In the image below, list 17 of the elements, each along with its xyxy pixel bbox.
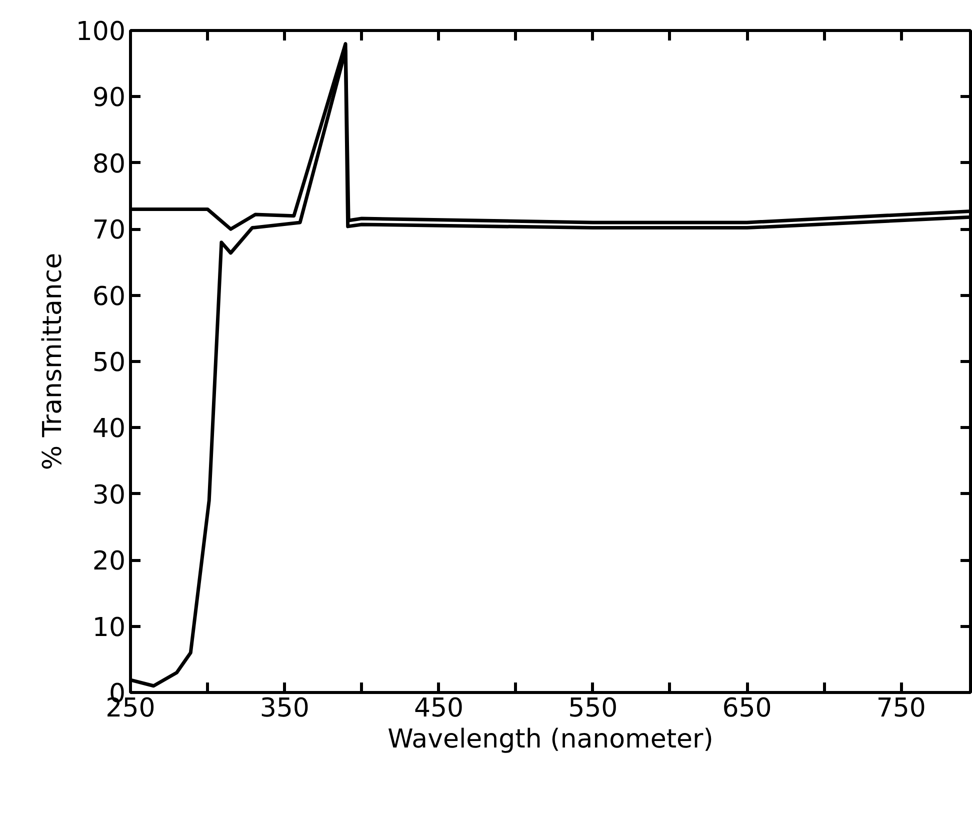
y-tick-label: 60: [92, 282, 126, 312]
y-tick-label: 90: [92, 83, 126, 114]
y-tick-label: 100: [76, 17, 126, 47]
y-tick-label: 40: [92, 414, 126, 444]
y-tick-label: 20: [92, 546, 126, 577]
x-tick-label: 750: [876, 694, 926, 724]
y-tick-label: 70: [92, 216, 126, 246]
x-axis-title: Wavelength (nanometer): [388, 724, 714, 754]
x-tick-label: 650: [722, 694, 772, 724]
y-tick-label: 50: [92, 348, 126, 378]
y-axis-title: % Transmittance: [38, 252, 68, 470]
y-tick-label: 30: [92, 480, 126, 510]
x-tick-label: 350: [260, 694, 310, 724]
y-tick-label: 80: [92, 149, 126, 180]
x-tick-label: 550: [568, 694, 618, 724]
y-tick-label: 10: [92, 612, 126, 643]
x-tick-label: 450: [414, 694, 464, 724]
